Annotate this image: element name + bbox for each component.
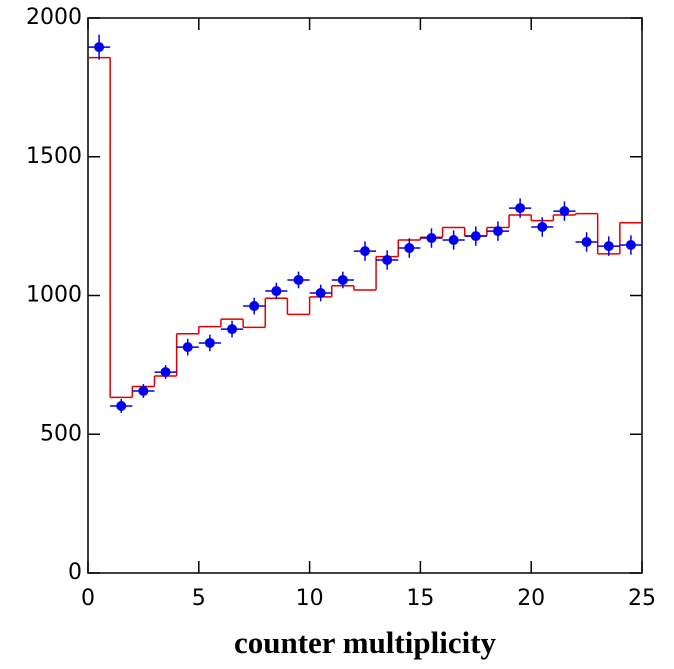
data-point xyxy=(470,231,481,242)
data-point xyxy=(227,324,238,335)
data-point xyxy=(603,241,614,252)
x-tick-label: 10 xyxy=(296,586,324,611)
x-tick-label: 15 xyxy=(406,586,434,611)
data-point xyxy=(559,206,570,217)
y-tick-label: 500 xyxy=(40,421,82,446)
y-tick-label: 0 xyxy=(68,560,82,585)
data-point xyxy=(515,203,526,214)
y-tick-label: 1500 xyxy=(26,144,82,169)
data-point xyxy=(315,288,326,299)
data-point xyxy=(138,385,149,396)
data-point xyxy=(404,243,415,254)
data-point xyxy=(160,367,171,378)
data-point xyxy=(426,233,437,244)
y-tick-label: 2000 xyxy=(26,5,82,30)
data-point xyxy=(293,274,304,285)
data-point xyxy=(271,286,282,297)
data-point xyxy=(581,236,592,247)
x-tick-label: 20 xyxy=(517,586,545,611)
data-point xyxy=(249,301,260,312)
x-tick-label: 5 xyxy=(192,586,206,611)
x-axis-label: counter multiplicity xyxy=(234,625,497,660)
data-point xyxy=(492,226,503,237)
x-tick-label: 25 xyxy=(628,586,656,611)
data-point xyxy=(360,246,370,257)
data-point xyxy=(537,221,548,232)
data-point xyxy=(182,342,193,353)
y-tick-label: 1000 xyxy=(26,283,82,308)
data-point xyxy=(382,254,393,265)
data-point xyxy=(94,42,105,53)
x-tick-label: 0 xyxy=(81,586,95,611)
data-point xyxy=(625,239,636,250)
plot-frame xyxy=(87,17,643,574)
data-point xyxy=(116,400,127,411)
data-point xyxy=(448,235,459,245)
data-point xyxy=(337,274,348,285)
data-point xyxy=(204,337,215,348)
